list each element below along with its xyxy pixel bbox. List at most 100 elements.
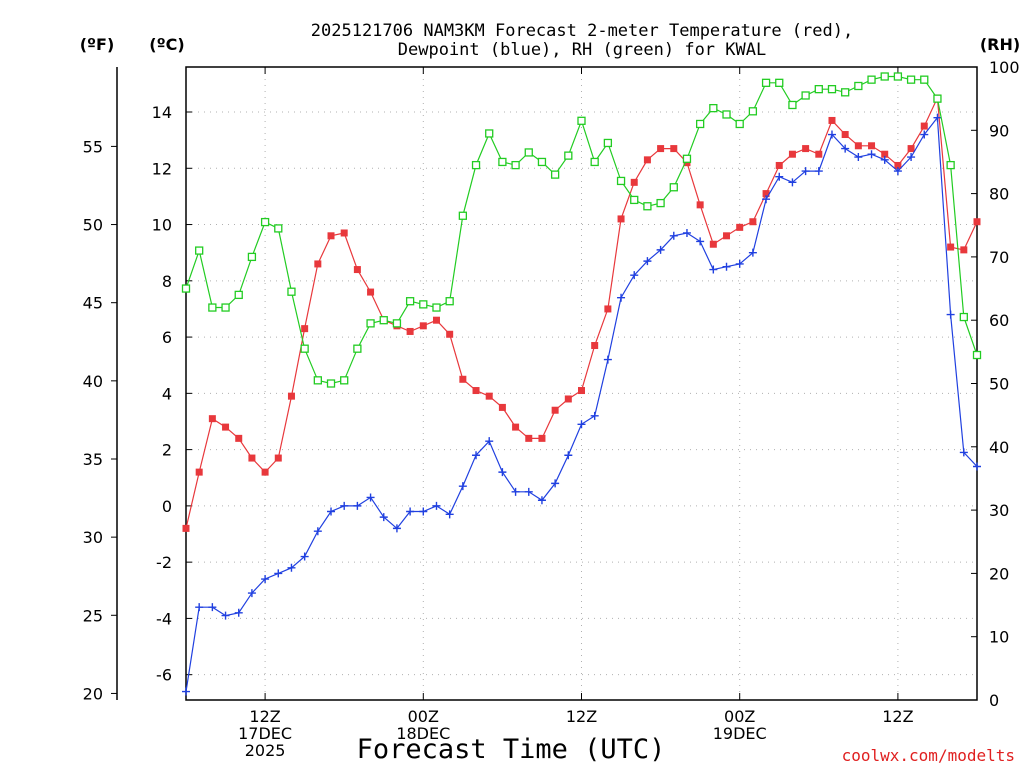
celsius-tick-label: 10 bbox=[152, 216, 172, 235]
temperature-point bbox=[472, 387, 480, 395]
temperature-point bbox=[314, 260, 322, 268]
dewpoint-point bbox=[458, 482, 467, 491]
fahrenheit-tick-label: 35 bbox=[83, 450, 103, 469]
celsius-unit-label: (ºC) bbox=[149, 35, 184, 54]
temperature-point bbox=[854, 142, 862, 150]
dewpoint-point bbox=[617, 293, 626, 302]
rh-point bbox=[445, 297, 454, 306]
celsius-tick-label: 4 bbox=[162, 384, 172, 403]
celsius-tick-label: 12 bbox=[152, 159, 172, 178]
temperature-point bbox=[788, 150, 796, 158]
temperature-point bbox=[749, 218, 757, 226]
dewpoint-point bbox=[867, 150, 876, 159]
rh-unit-label: (RH) bbox=[980, 35, 1020, 54]
dewpoint-point bbox=[392, 524, 401, 533]
rh-point bbox=[841, 88, 850, 97]
rh-tick-label: 50 bbox=[989, 375, 1009, 394]
rh-point bbox=[669, 183, 678, 192]
temperature-point bbox=[208, 415, 216, 423]
dewpoint-point bbox=[854, 153, 863, 162]
temperature-point bbox=[894, 161, 902, 169]
dewpoint-point bbox=[577, 420, 586, 429]
rh-point bbox=[181, 284, 191, 293]
rh-point bbox=[498, 157, 507, 167]
rh-point bbox=[353, 344, 362, 353]
dewpoint-point bbox=[959, 448, 968, 457]
dewpoint-point bbox=[234, 608, 243, 617]
fahrenheit-tick-label: 25 bbox=[83, 606, 103, 625]
rh-point bbox=[880, 72, 889, 81]
dewpoint-point bbox=[524, 487, 533, 496]
axes: -6 -4 -2 0 2 4 6 8 10 12 14 20 25 30 35 40 45 50 55 0 10 20 30… bbox=[83, 58, 1020, 710]
source-credit: coolwx.com/modelts bbox=[842, 746, 1015, 765]
dewpoint-point bbox=[656, 245, 665, 254]
temperature-point bbox=[512, 423, 520, 431]
dewpoint-point bbox=[709, 265, 718, 274]
dewpoint-point bbox=[406, 507, 415, 516]
temperature-point bbox=[617, 215, 625, 223]
temperature-point bbox=[261, 468, 269, 476]
dewpoint-point bbox=[748, 248, 757, 257]
x-tick-label: 17DEC bbox=[238, 724, 292, 743]
rh-point bbox=[379, 316, 388, 325]
temperature-point bbox=[578, 387, 585, 395]
dewpoint-point bbox=[247, 589, 256, 598]
dewpoint-point bbox=[880, 155, 889, 164]
temperature-point bbox=[709, 240, 717, 248]
dewpoint-point bbox=[735, 259, 744, 268]
rh-tick-label: 70 bbox=[989, 248, 1009, 267]
rh-point bbox=[630, 195, 639, 205]
fahrenheit-tick-label: 45 bbox=[83, 294, 103, 313]
temperature-point bbox=[828, 116, 836, 124]
rh-point bbox=[775, 78, 784, 87]
rh-point bbox=[893, 72, 903, 81]
temperature-point bbox=[222, 423, 230, 431]
dewpoint-line bbox=[185, 115, 978, 692]
gridlines bbox=[186, 67, 977, 700]
rh-point bbox=[643, 202, 652, 211]
temperature-point bbox=[907, 145, 915, 153]
temperature-point bbox=[248, 454, 256, 462]
celsius-tick-label: 2 bbox=[162, 441, 172, 460]
dewpoint-point bbox=[261, 575, 270, 584]
temperature-point bbox=[432, 316, 440, 324]
dewpoint-point bbox=[419, 507, 428, 516]
rh-tick-label: 100 bbox=[989, 58, 1020, 77]
dewpoint-point bbox=[182, 687, 190, 696]
rh-point bbox=[300, 344, 309, 353]
rh-point bbox=[827, 85, 837, 94]
fahrenheit-tick-label: 40 bbox=[83, 372, 103, 391]
rh-point bbox=[326, 379, 336, 388]
x-axis-title: Forecast Time (UTC) bbox=[357, 734, 666, 765]
rh-tick-label: 90 bbox=[989, 121, 1009, 140]
rh-point bbox=[392, 319, 402, 328]
temperature-point bbox=[841, 131, 849, 139]
temperature-point bbox=[419, 322, 427, 330]
rh-point bbox=[577, 116, 586, 125]
rh-tick-label: 60 bbox=[989, 311, 1009, 330]
temperature-point bbox=[802, 145, 810, 153]
dewpoint-point bbox=[379, 513, 388, 522]
rh-point bbox=[972, 350, 982, 360]
dewpoint-point bbox=[366, 493, 375, 502]
temperature-point bbox=[973, 218, 981, 226]
rh-point bbox=[485, 129, 494, 138]
rh-point bbox=[946, 160, 955, 170]
rh-point bbox=[801, 91, 810, 100]
temperature-point bbox=[353, 266, 361, 274]
fahrenheit-unit-label: (ºF) bbox=[80, 35, 115, 54]
rh-point bbox=[696, 119, 705, 129]
temperature-point bbox=[868, 142, 876, 150]
rh-point bbox=[722, 110, 731, 119]
rh-point bbox=[208, 303, 217, 312]
dewpoint-point bbox=[590, 411, 599, 420]
dewpoint-point bbox=[432, 501, 441, 510]
temperature-point bbox=[551, 406, 559, 414]
rh-tick-label: 80 bbox=[989, 185, 1009, 204]
rh-point bbox=[537, 157, 547, 167]
rh-point bbox=[735, 119, 744, 129]
temperature-point bbox=[459, 375, 467, 383]
rh-point bbox=[748, 107, 758, 116]
temperature-point bbox=[406, 327, 414, 335]
